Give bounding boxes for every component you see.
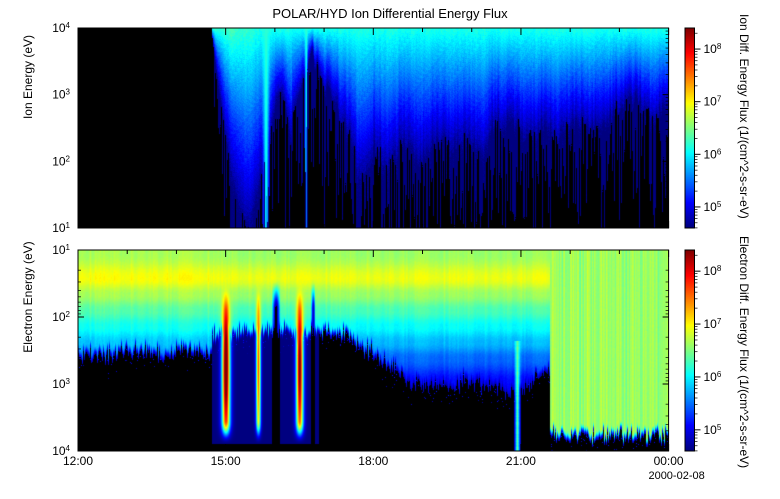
svg-text:2000-02-08: 2000-02-08 — [648, 470, 704, 482]
svg-text:102: 102 — [52, 154, 70, 169]
svg-text:107: 107 — [704, 317, 722, 332]
svg-text:107: 107 — [704, 94, 722, 109]
svg-text:108: 108 — [704, 264, 722, 279]
svg-text:104: 104 — [52, 444, 70, 459]
svg-text:21:00: 21:00 — [506, 454, 536, 468]
svg-text:00:00: 00:00 — [654, 454, 684, 468]
svg-text:101: 101 — [52, 243, 70, 258]
svg-text:106: 106 — [704, 147, 722, 162]
svg-text:105: 105 — [704, 422, 722, 437]
svg-text:15:00: 15:00 — [211, 454, 241, 468]
svg-text:106: 106 — [704, 369, 722, 384]
svg-text:108: 108 — [704, 42, 722, 57]
svg-text:103: 103 — [52, 377, 70, 392]
svg-text:103: 103 — [52, 87, 70, 102]
svg-text:104: 104 — [52, 21, 70, 36]
svg-text:101: 101 — [52, 221, 70, 236]
svg-text:18:00: 18:00 — [358, 454, 388, 468]
svg-text:102: 102 — [52, 310, 70, 325]
svg-text:105: 105 — [704, 199, 722, 214]
svg-text:12:00: 12:00 — [63, 454, 93, 468]
